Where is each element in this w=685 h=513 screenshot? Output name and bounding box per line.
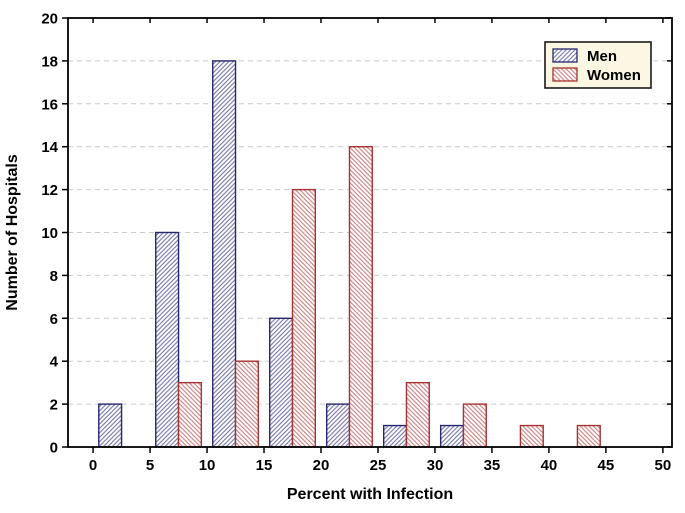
x-tick-label: 35 <box>484 457 501 474</box>
x-axis-title: Percent with Infection <box>287 486 453 503</box>
bar-men-bin5 <box>382 424 408 448</box>
axis-ticks <box>62 17 672 453</box>
x-tick-label: 50 <box>655 457 672 474</box>
bar-women-bin1 <box>177 381 203 448</box>
y-tick-label: 2 <box>50 397 58 414</box>
y-tick-label: 6 <box>50 311 58 328</box>
y-tick-label: 4 <box>50 354 59 371</box>
bar-women-bin6 <box>462 403 487 448</box>
x-tick-label: 15 <box>256 457 273 474</box>
y-tick-label: 20 <box>41 11 58 28</box>
bar-men-bin4 <box>325 403 351 448</box>
bar-women-bin8 <box>576 424 601 448</box>
x-tick-label: 20 <box>313 457 330 474</box>
y-tick-label: 14 <box>41 139 58 156</box>
legend-swatch-women-hatch <box>552 67 578 82</box>
y-tick-label: 8 <box>50 268 58 285</box>
y-tick-label: 12 <box>41 182 58 199</box>
legend-swatch-men-hatch <box>552 48 578 63</box>
legend: Men Women <box>544 41 652 89</box>
bar-men-bin3 <box>269 317 294 448</box>
legend-label-women: Women <box>587 67 641 84</box>
x-tick-label: 45 <box>598 457 615 474</box>
bar-women-bin3 <box>291 188 316 448</box>
y-tick-label: 0 <box>50 440 58 457</box>
x-tick-label: 10 <box>199 457 216 474</box>
bar-women-bin2 <box>234 360 260 448</box>
x-tick-label: 30 <box>427 457 444 474</box>
y-tick-label: 18 <box>41 53 58 70</box>
y-tick-label: 16 <box>41 96 58 113</box>
x-tick-label: 25 <box>370 457 387 474</box>
x-tick-label: 5 <box>146 457 154 474</box>
bar-men-bin1 <box>155 231 180 448</box>
y-axis-title: Number of Hospitals <box>4 154 21 311</box>
x-tick-label: 0 <box>89 457 97 474</box>
bar-men-bin0 <box>98 403 123 448</box>
bar-men-bin2 <box>212 60 237 448</box>
bar-women-bin4 <box>348 145 373 448</box>
bar-women-bin5 <box>405 381 430 448</box>
legend-label-men: Men <box>587 48 617 65</box>
bar-men-bin6 <box>439 424 465 448</box>
bar-women-bin7 <box>519 424 544 448</box>
x-tick-label: 40 <box>541 457 558 474</box>
y-tick-label: 10 <box>41 225 58 242</box>
